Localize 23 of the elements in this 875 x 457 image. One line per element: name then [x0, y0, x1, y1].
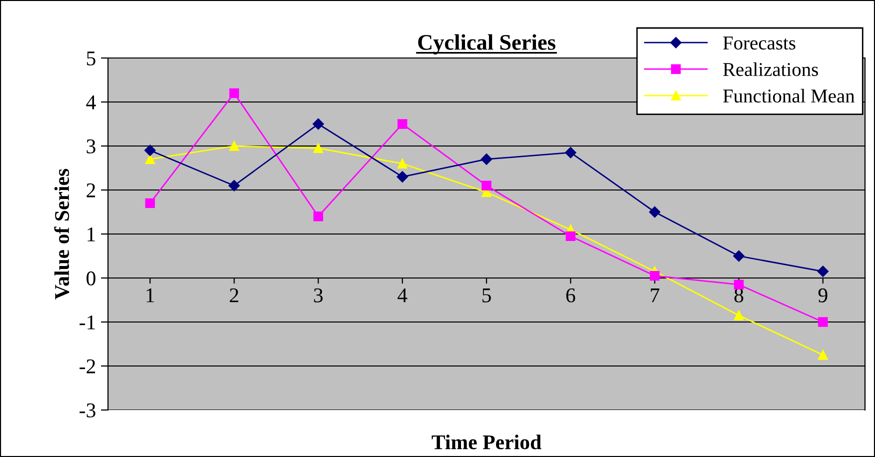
chart-title: Cyclical Series [418, 34, 556, 54]
y-tick-label: 3 [86, 139, 96, 154]
y-tick-label: 4 [86, 96, 96, 110]
x-tick-label: 1 [146, 288, 154, 302]
legend-label: Realizations [723, 62, 818, 76]
y-tick-label: -1 [80, 315, 95, 330]
y-tick-label: 5 [86, 52, 96, 66]
x-axis-title: Time Period [432, 434, 542, 450]
y-tick-label: -3 [80, 403, 96, 418]
legend-label: Functional Mean [723, 88, 855, 103]
x-tick-label: 4 [398, 288, 408, 302]
x-tick-label: 5 [482, 288, 491, 302]
y-axis-title: Value of Series [54, 168, 70, 300]
y-tick-label: 0 [86, 271, 96, 286]
y-tick-label: 2 [86, 183, 96, 198]
x-tick-label: 6 [566, 288, 576, 302]
y-tick-label: -2 [80, 359, 96, 374]
y-tick-label: 1 [88, 227, 95, 242]
x-tick-label: 2 [230, 288, 238, 302]
legend-label: Forecasts [723, 36, 796, 50]
x-tick-label: 9 [818, 288, 828, 302]
x-tick-label: 3 [314, 288, 323, 302]
x-tick-label: 7 [650, 288, 660, 302]
